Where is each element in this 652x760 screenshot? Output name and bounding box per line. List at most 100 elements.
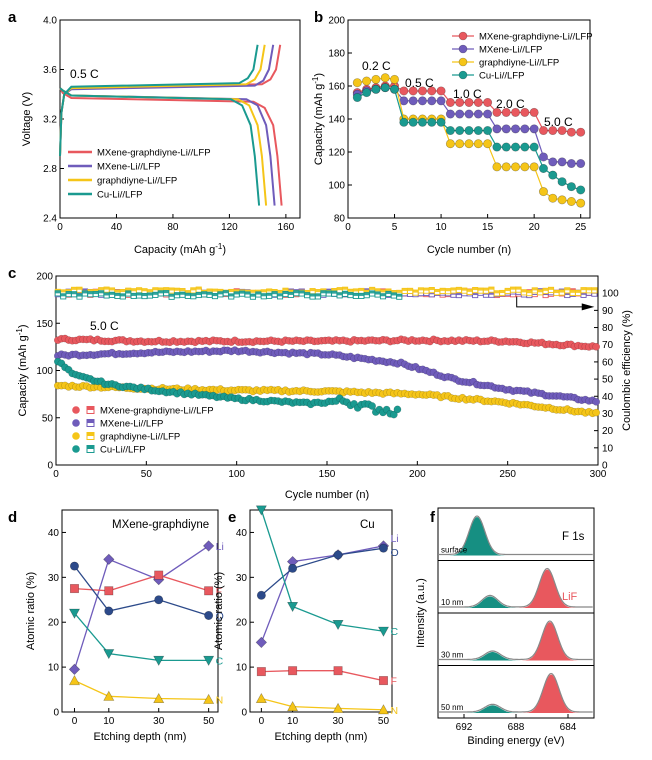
data-point bbox=[256, 667, 266, 677]
data-point bbox=[483, 126, 493, 136]
y-tick-label: 100 bbox=[36, 366, 53, 377]
data-point bbox=[566, 159, 576, 169]
ce-point-fill bbox=[434, 289, 440, 293]
data-point bbox=[501, 107, 511, 117]
capacity-point bbox=[592, 408, 601, 417]
peak-label: LiF bbox=[562, 591, 578, 603]
chart-panel-e: 0 10 30 50 0 10 20 30 40 Etching depth (nm) Atomic… bbox=[213, 505, 399, 743]
ce-point-fill bbox=[169, 287, 175, 291]
y-tick-label: 30 bbox=[48, 573, 60, 584]
data-point bbox=[399, 96, 409, 106]
y2-axis-label: Coulombic efficiency (%) bbox=[621, 310, 633, 431]
data-point bbox=[380, 83, 390, 93]
y-tick-label: 100 bbox=[328, 181, 345, 192]
ce-point-fill bbox=[114, 293, 121, 296]
ce-point-fill bbox=[206, 292, 213, 295]
ce-point-fill bbox=[266, 288, 272, 292]
y-tick-label: 50 bbox=[42, 413, 54, 424]
ce-point-fill bbox=[342, 291, 348, 294]
panel-label-a: a bbox=[8, 9, 17, 26]
ce-point-fill bbox=[505, 288, 511, 291]
x-tick-label: 300 bbox=[590, 469, 607, 480]
y2-tick-label: 70 bbox=[602, 340, 614, 351]
ce-point-fill bbox=[76, 293, 83, 297]
panel-title: MXene-graphdiyne bbox=[112, 519, 209, 531]
x-tick-label: 10 bbox=[287, 716, 299, 727]
data-point bbox=[455, 139, 465, 149]
data-point bbox=[371, 84, 381, 94]
data-point bbox=[332, 702, 344, 713]
ce-point-fill bbox=[315, 289, 321, 293]
y-tick-label: 0 bbox=[53, 708, 59, 719]
data-point bbox=[69, 584, 79, 594]
data-point bbox=[529, 107, 539, 117]
x-axis-label: Cycle number (n) bbox=[427, 244, 511, 256]
series-label: O bbox=[216, 610, 224, 622]
data-point bbox=[455, 98, 465, 108]
legend-label: graphdiyne-Li//LFP bbox=[100, 432, 180, 443]
subpanel-label: 50 nm bbox=[441, 703, 464, 712]
legend-swatch-ce-fill bbox=[87, 406, 94, 410]
ce-point-fill bbox=[217, 291, 224, 295]
data-point bbox=[455, 126, 465, 136]
data-point bbox=[436, 117, 446, 127]
ce-point-fill bbox=[494, 290, 500, 294]
data-point bbox=[548, 193, 558, 203]
series-label: C bbox=[216, 655, 224, 667]
legend-label: Cu-Li//LFP bbox=[100, 445, 145, 456]
series-line bbox=[74, 612, 209, 662]
ce-point-fill bbox=[526, 290, 532, 294]
ce-point-fill bbox=[239, 291, 245, 294]
series-line bbox=[74, 680, 209, 701]
data-point bbox=[464, 109, 474, 119]
ce-point-fill bbox=[440, 288, 446, 291]
data-point bbox=[287, 700, 299, 712]
legend-swatch bbox=[72, 432, 80, 440]
ce-point-fill bbox=[212, 289, 218, 292]
panel-label-e: e bbox=[228, 509, 236, 526]
y-tick-label: 2.8 bbox=[43, 164, 57, 175]
ce-point-fill bbox=[131, 288, 137, 292]
data-point bbox=[352, 78, 362, 88]
data-point bbox=[377, 626, 390, 637]
ce-point-fill bbox=[255, 291, 261, 295]
data-point bbox=[68, 663, 81, 676]
ce-point-fill bbox=[559, 289, 565, 293]
x-tick-label: 100 bbox=[228, 469, 245, 480]
x-tick-label: 120 bbox=[221, 222, 238, 233]
ce-point-fill bbox=[158, 287, 164, 291]
capacity-point bbox=[592, 397, 601, 406]
ce-point-fill bbox=[553, 290, 560, 293]
ce-point-fill bbox=[537, 289, 543, 293]
y-tick-label: 140 bbox=[328, 115, 345, 126]
ce-point-fill bbox=[196, 292, 202, 295]
data-point bbox=[557, 126, 567, 136]
ce-point-fill bbox=[196, 287, 202, 290]
data-point bbox=[103, 649, 115, 660]
ce-point-fill bbox=[87, 291, 93, 295]
ce-point-fill bbox=[429, 287, 435, 291]
data-point bbox=[529, 162, 539, 172]
ce-point-fill bbox=[461, 288, 467, 291]
ce-point-fill bbox=[488, 287, 495, 290]
ce-point-fill bbox=[456, 292, 462, 296]
ce-point-fill bbox=[234, 291, 240, 295]
x-axis-label: Etching depth (nm) bbox=[94, 731, 187, 743]
legend-swatch bbox=[72, 406, 80, 414]
data-point bbox=[436, 96, 446, 106]
legend-label: graphdiyne-Li//LFP bbox=[479, 58, 559, 69]
ce-point-fill bbox=[98, 290, 104, 294]
panel-label-f: f bbox=[430, 509, 436, 526]
panel-label-b: b bbox=[314, 9, 323, 26]
legend-label: MXene-Li//LFP bbox=[100, 419, 163, 430]
discharge-curve bbox=[59, 87, 261, 206]
y-tick-label: 10 bbox=[236, 663, 248, 674]
x-tick-label: 0 bbox=[57, 222, 63, 233]
x-tick-label: 0 bbox=[72, 716, 78, 727]
data-point bbox=[68, 674, 81, 686]
y-tick-label: 180 bbox=[328, 49, 345, 60]
ce-point-fill bbox=[347, 292, 354, 296]
ce-point-fill bbox=[282, 291, 289, 295]
capacity-point bbox=[368, 402, 377, 410]
data-point bbox=[557, 157, 567, 167]
